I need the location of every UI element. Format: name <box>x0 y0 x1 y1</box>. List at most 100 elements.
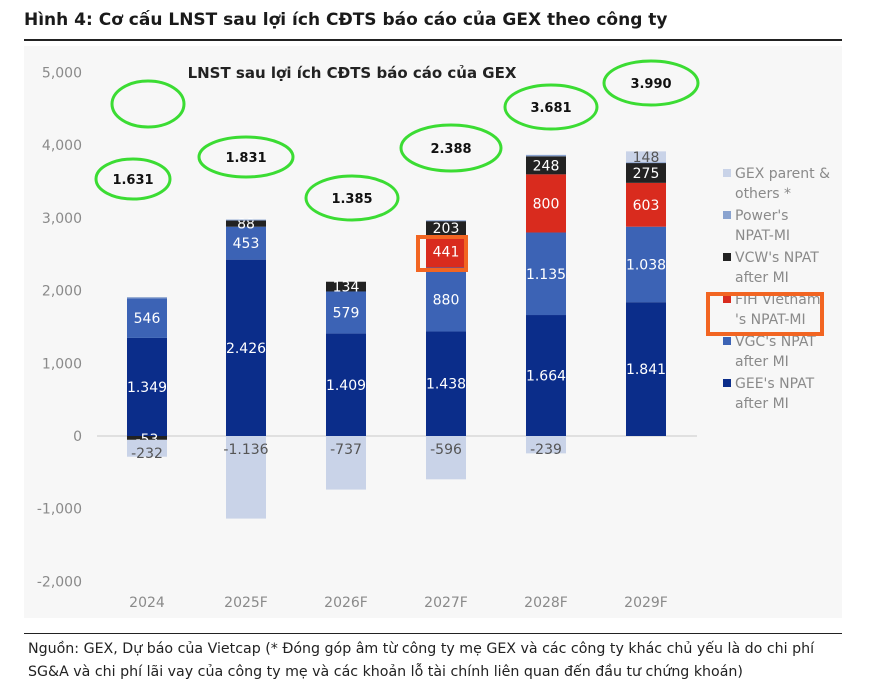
legend-swatch <box>723 253 731 261</box>
bar-segment <box>226 220 266 227</box>
bar-segment <box>326 436 366 490</box>
total-value-label: 1.385 <box>331 192 372 207</box>
bar-segment <box>526 156 566 175</box>
bar-value-label: 880 <box>433 292 460 308</box>
total-highlight-ellipse <box>94 157 172 201</box>
legend-swatch <box>723 337 731 345</box>
highlight-box <box>416 235 468 272</box>
y-tick-label: 2,000 <box>42 284 82 300</box>
bar-value-label: 134 <box>333 280 360 296</box>
legend-label: Power's <box>735 208 788 224</box>
legend-label: GEX parent & <box>735 166 830 182</box>
bar-segment <box>526 232 566 316</box>
bar-value-label: 603 <box>633 198 660 214</box>
legend-label: after MI <box>735 270 789 286</box>
legend-swatch <box>723 379 731 387</box>
source-note: Nguồn: GEX, Dự báo của Vietcap (* Đóng g… <box>28 641 815 680</box>
legend-label: after MI <box>735 354 789 370</box>
bar-segment <box>526 315 566 436</box>
legend-label: after MI <box>735 396 789 412</box>
x-category-label: 2028F <box>524 595 568 611</box>
title-divider <box>24 39 842 41</box>
bar-segment <box>626 182 666 227</box>
total-highlight-ellipse <box>304 174 400 222</box>
figure-title: Hình 4: Cơ cấu LNST sau lợi ích CĐTS báo… <box>24 10 668 30</box>
bar-value-label: 203 <box>433 221 460 237</box>
bar-segment <box>426 267 466 332</box>
bar-segment <box>526 436 566 454</box>
total-highlight-ellipse <box>503 83 599 131</box>
y-tick-label: 4,000 <box>42 138 82 154</box>
total-value-label: 3.990 <box>630 77 671 92</box>
x-category-label: 2024 <box>129 595 165 611</box>
bar-value-label: 2.426 <box>226 341 266 357</box>
bar-segment <box>626 226 666 303</box>
legend-highlight-box <box>706 292 824 336</box>
stacked-bar-chart: 5,000 4,000 3,000 2,000 1,000 0 -1,000 -2,000 LN… <box>37 59 830 611</box>
y-tick-label: 3,000 <box>42 211 82 227</box>
x-category-label: 2029F <box>624 595 668 611</box>
legend-label: others * <box>735 186 791 202</box>
bar-segment <box>426 436 466 480</box>
bar-value-label: -737 <box>330 442 362 458</box>
total-value-label: 2.388 <box>430 142 471 157</box>
bar-segment <box>127 297 167 299</box>
total-value-label: 1.631 <box>112 173 153 188</box>
y-tick-label: 0 <box>73 429 82 445</box>
bar-segment <box>626 162 666 164</box>
total-highlight-ellipse <box>399 123 503 173</box>
total-value-label: 1.831 <box>225 151 266 166</box>
total-highlight-ellipse <box>197 135 295 179</box>
bar-segment <box>526 154 566 157</box>
bar-value-label: 1.438 <box>426 377 466 393</box>
x-category-label: 2026F <box>324 595 368 611</box>
bar-segment <box>426 235 466 268</box>
legend-label: GEE's NPAT <box>735 376 815 392</box>
bar-value-label: 579 <box>333 306 360 322</box>
source-divider <box>24 633 842 634</box>
bar-value-label: 1.664 <box>526 369 566 385</box>
legend-label: NPAT-MI <box>735 228 790 244</box>
bar-value-label: 88 <box>237 216 255 232</box>
bar-segment <box>127 337 167 436</box>
bar-value-label: 1.349 <box>127 380 167 396</box>
bar-value-label: 148 <box>633 150 660 166</box>
bar-segment <box>326 333 366 436</box>
legend-swatch <box>723 169 731 177</box>
bar-segment <box>626 302 666 436</box>
bar-segment <box>426 331 466 436</box>
bar-segment <box>226 226 266 260</box>
bar-segment <box>526 174 566 233</box>
x-category-label: 2025F <box>224 595 268 611</box>
bar-segment <box>226 259 266 436</box>
bar-segment <box>127 436 167 440</box>
y-tick-label: 5,000 <box>42 66 82 82</box>
bar-segment <box>626 151 666 163</box>
bar-value-label: -596 <box>430 442 462 458</box>
bar-value-label: 1.841 <box>626 362 666 378</box>
bar-value-label: 1.135 <box>526 267 566 283</box>
bar-value-label: 1.409 <box>326 378 366 394</box>
legend-swatch <box>723 295 731 303</box>
bar-value-label: 248 <box>533 158 560 174</box>
bar-segment <box>127 298 167 338</box>
legend-label: 's NPAT-MI <box>735 312 806 328</box>
total-highlight-ellipse <box>602 59 700 107</box>
chart-title: LNST sau lợi ích CĐTS báo cáo của GEX <box>188 64 517 82</box>
bar-segment <box>326 291 366 334</box>
y-tick-label: 1,000 <box>42 356 82 372</box>
bar-segment <box>226 436 266 519</box>
bar-value-label: -232 <box>131 446 163 462</box>
bar-segment <box>127 439 167 457</box>
bar-value-label: 1.038 <box>626 257 666 273</box>
bar-value-label: 441 <box>433 244 460 260</box>
legend-label: VGC's NPAT <box>735 334 816 350</box>
bar-segment <box>226 219 266 221</box>
total-value-label: 3.681 <box>530 101 571 116</box>
empty-highlight-ellipse <box>110 79 186 129</box>
x-category-label: 2027F <box>424 595 468 611</box>
bar-value-label: -1.136 <box>223 442 268 458</box>
y-tick-label: -2,000 <box>37 574 82 590</box>
bar-segment <box>626 162 666 183</box>
bar-segment <box>426 220 466 236</box>
